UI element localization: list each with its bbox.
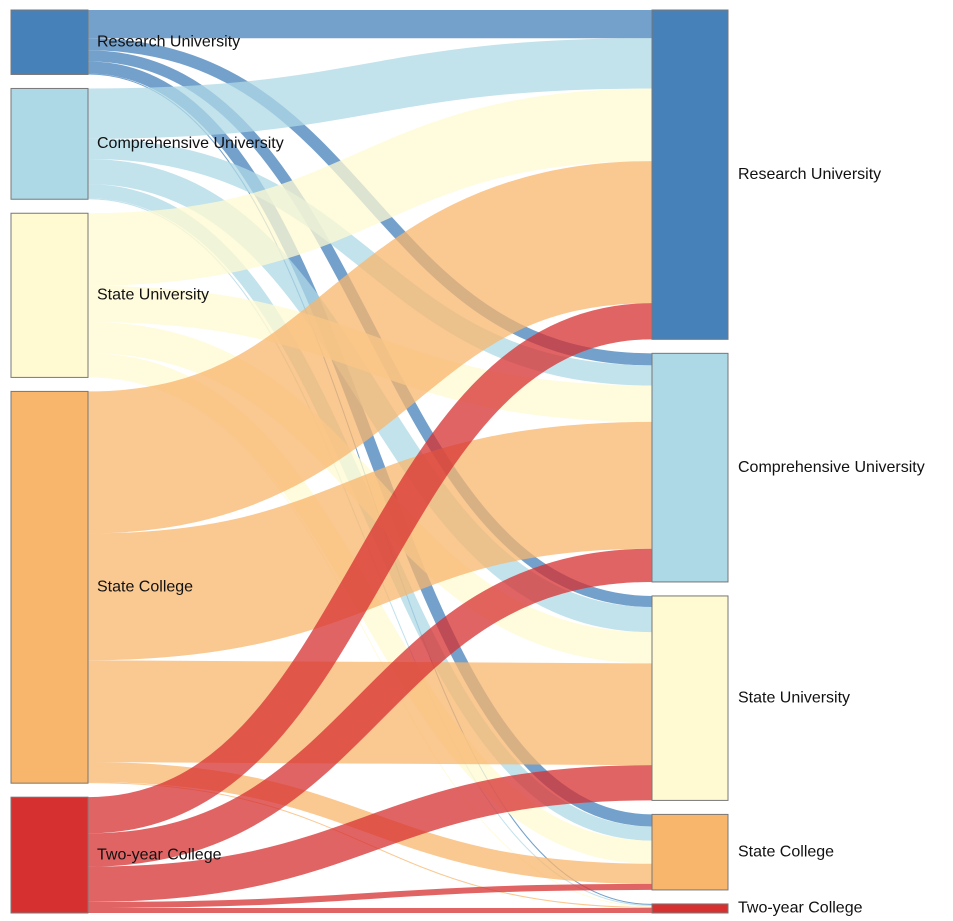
target-node-label: Two-year College (738, 900, 863, 917)
links (86, 9, 654, 913)
link (87, 883, 653, 908)
source-node-label: State College (97, 579, 193, 596)
target-node (651, 352, 729, 583)
source-node (10, 796, 89, 914)
source-node-label: State University (97, 287, 209, 304)
source-node (10, 212, 89, 378)
target-node-label: State College (738, 843, 834, 860)
source-node (10, 9, 89, 75)
link (87, 765, 653, 902)
source-node (10, 390, 89, 784)
target-node (651, 903, 729, 914)
source-node (10, 87, 89, 200)
link (87, 88, 653, 286)
target-node (651, 813, 729, 891)
source-node-label: Two-year College (97, 846, 222, 863)
target-node-label: Research University (738, 166, 881, 183)
source-node-label: Comprehensive University (97, 135, 284, 152)
target-node-label: State University (738, 689, 850, 706)
link (87, 38, 653, 139)
target-node (651, 595, 729, 801)
link (87, 303, 653, 834)
target-node (651, 9, 729, 340)
link (86, 161, 654, 534)
source-node-label: Research University (97, 33, 240, 50)
link (87, 548, 653, 867)
target-node-label: Comprehensive University (738, 459, 925, 476)
